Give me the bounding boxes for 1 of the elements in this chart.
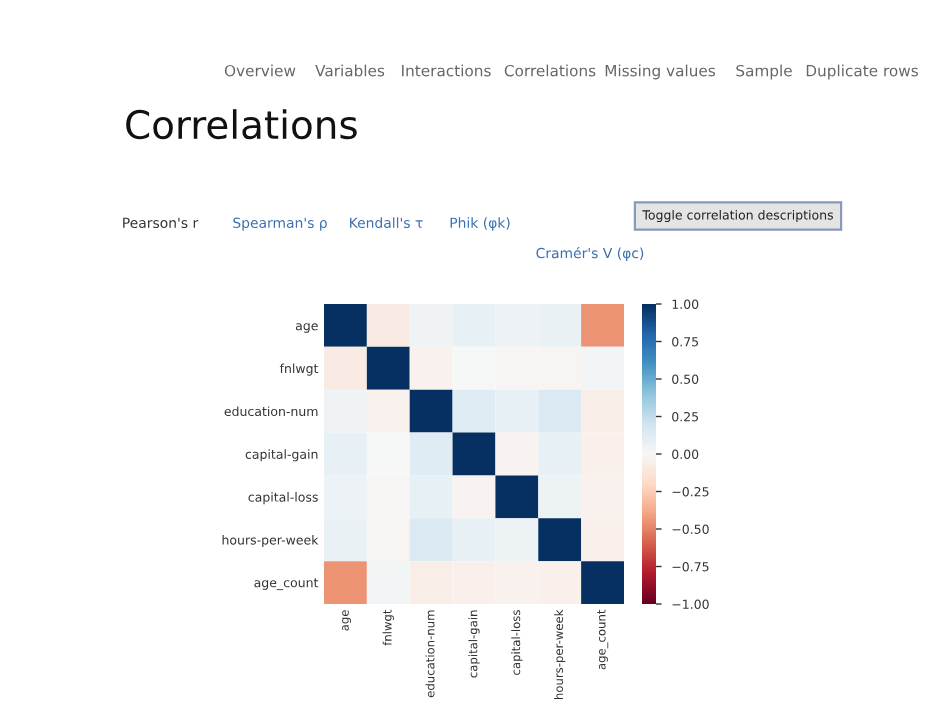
chart-title: Correlations: [126, 109, 357, 140]
